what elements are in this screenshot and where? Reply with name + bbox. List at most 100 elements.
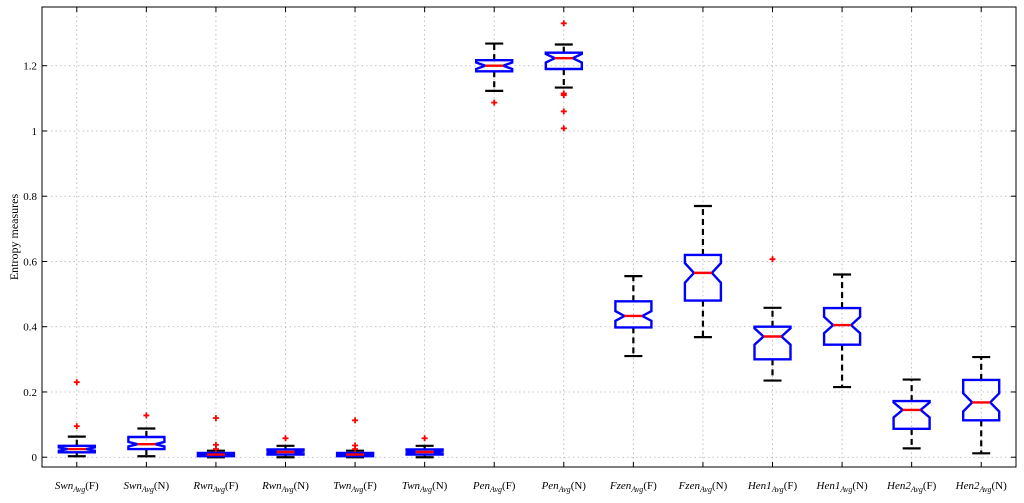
label-suffix: (N)	[432, 480, 448, 492]
box-body	[405, 448, 444, 456]
outlier-marker	[352, 442, 359, 449]
x-category-label: RwnAvg(F)	[192, 480, 238, 494]
label-base: Pen	[472, 480, 491, 492]
outlier-marker	[212, 415, 219, 422]
label-base: Twn	[402, 480, 421, 492]
outlier-marker	[560, 108, 567, 115]
box-group	[335, 417, 375, 459]
x-category-label: PenAvg(N)	[541, 480, 587, 494]
y-tick-label: 0	[32, 452, 38, 464]
label-suffix: (F)	[923, 480, 937, 492]
label-base: Swn	[124, 480, 143, 492]
box-body	[962, 378, 1001, 422]
plot-frame	[41, 6, 1017, 468]
box-body	[614, 300, 653, 329]
label-base: Hen1	[816, 480, 841, 492]
box-body	[822, 306, 862, 346]
outlier-marker	[560, 20, 567, 27]
box-body	[892, 399, 931, 430]
label-subscript: Avg	[350, 485, 363, 494]
label-base: Pen	[541, 480, 560, 492]
label-suffix: (F)	[643, 480, 657, 492]
outlier-marker	[352, 417, 359, 424]
box-group	[57, 379, 97, 458]
box-group	[822, 273, 862, 389]
y-tick-label: 1	[32, 126, 38, 138]
box-body	[475, 59, 514, 73]
label-subscript: Avg	[630, 485, 643, 494]
label-base: Hen2	[955, 480, 980, 492]
label-base: Fzen	[678, 480, 701, 492]
label-suffix: (N)	[571, 480, 587, 492]
x-category-label: TwnAvg(F)	[333, 480, 377, 494]
box-group	[405, 435, 444, 459]
box-group	[614, 275, 653, 358]
label-subscript: Avg	[558, 485, 571, 494]
label-base: Hen1	[747, 480, 772, 492]
box-body	[683, 253, 723, 302]
label-subscript: Avg	[910, 485, 923, 494]
y-tick-label: 0.4	[23, 322, 37, 334]
label-suffix: (N)	[294, 480, 310, 492]
y-tick-label: 0.6	[23, 256, 37, 268]
label-subscript: Avg	[141, 485, 154, 494]
label-subscript: Avg	[281, 485, 294, 494]
label-base: Swn	[55, 480, 74, 492]
box-group	[683, 204, 723, 339]
outlier-marker	[143, 412, 150, 419]
label-subscript: Avg	[771, 485, 784, 494]
x-category-label: Hen1Avg(F)	[747, 480, 798, 494]
y-axis: 0 0.2 0.4 0.6 0.8 1 1.2	[23, 61, 1016, 464]
label-subscript: Avg	[839, 485, 852, 494]
x-category-label: PenAvg(F)	[472, 480, 516, 494]
label-suffix: (F)	[363, 480, 377, 492]
outlier-marker	[560, 90, 567, 97]
x-category-label: SwnAvg(N)	[124, 480, 170, 494]
box-group	[753, 256, 792, 382]
x-category-label: TwnAvg(N)	[402, 480, 448, 494]
label-base: Twn	[333, 480, 352, 492]
x-category-label: FzenAvg(F)	[609, 480, 657, 494]
box-body	[335, 451, 375, 458]
outlier-marker	[560, 125, 567, 132]
label-subscript: Avg	[212, 485, 225, 494]
box-body	[127, 435, 166, 451]
box-group	[266, 435, 305, 459]
x-axis: SwnAvg(F) SwnAvg(N) RwnAvg(F) RwnAvg(N) TwnA…	[55, 7, 1007, 494]
label-base: Rwn	[192, 480, 213, 492]
box-group	[196, 415, 236, 459]
box-group	[892, 378, 931, 450]
box-body	[266, 448, 305, 456]
outlier-marker	[282, 435, 289, 442]
x-category-label: FzenAvg(N)	[678, 480, 728, 494]
x-category-label: RwnAvg(N)	[261, 480, 309, 494]
box-group	[475, 42, 514, 106]
label-suffix: (F)	[502, 480, 516, 492]
x-category-label: Hen1Avg(N)	[816, 480, 868, 494]
label-suffix: (F)	[85, 480, 99, 492]
label-suffix: (N)	[991, 480, 1007, 492]
box-body	[196, 451, 236, 458]
outlier-marker	[421, 435, 428, 442]
y-axis-title: Entropy measures	[7, 194, 21, 281]
label-suffix: (N)	[852, 480, 868, 492]
outlier-marker	[769, 256, 776, 263]
box-group	[962, 355, 1001, 455]
x-category-label: SwnAvg(F)	[55, 480, 99, 494]
outlier-marker	[73, 379, 80, 386]
outlier-marker	[491, 99, 498, 106]
plot-area	[42, 7, 1016, 467]
box-body	[544, 51, 583, 71]
box-group	[544, 20, 583, 132]
label-subscript: Avg	[699, 485, 712, 494]
box-body	[753, 325, 792, 361]
boxes-layer	[57, 20, 1001, 459]
label-base: Fzen	[609, 480, 632, 492]
y-tick-label: 1.2	[23, 61, 37, 73]
label-subscript: Avg	[978, 485, 991, 494]
outlier-marker	[212, 441, 219, 448]
outlier-marker	[73, 423, 80, 430]
label-suffix: (N)	[712, 480, 728, 492]
box-body	[57, 444, 97, 454]
label-base: Hen2	[886, 480, 911, 492]
